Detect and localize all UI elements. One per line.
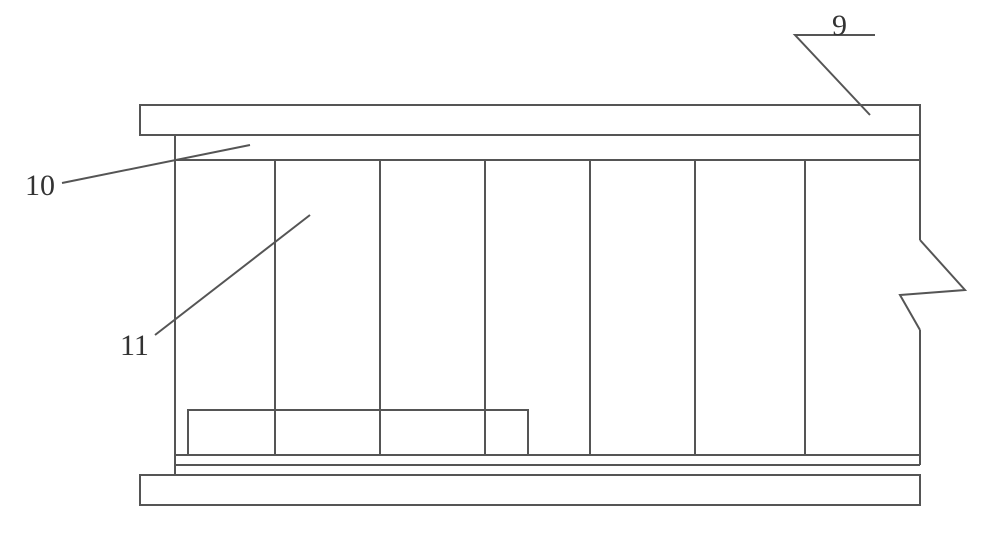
bottom-plate <box>140 475 920 505</box>
engineering-diagram: 9 10 11 <box>0 0 1000 545</box>
label-10: 10 <box>25 169 55 202</box>
label-9: 9 <box>832 9 847 42</box>
leader-10 <box>62 145 250 183</box>
leader-11 <box>155 215 310 335</box>
leader-9 <box>795 35 875 115</box>
bottom-block <box>188 410 528 455</box>
label-11: 11 <box>120 329 149 362</box>
break-symbol <box>900 240 965 330</box>
top-plate <box>140 105 920 135</box>
